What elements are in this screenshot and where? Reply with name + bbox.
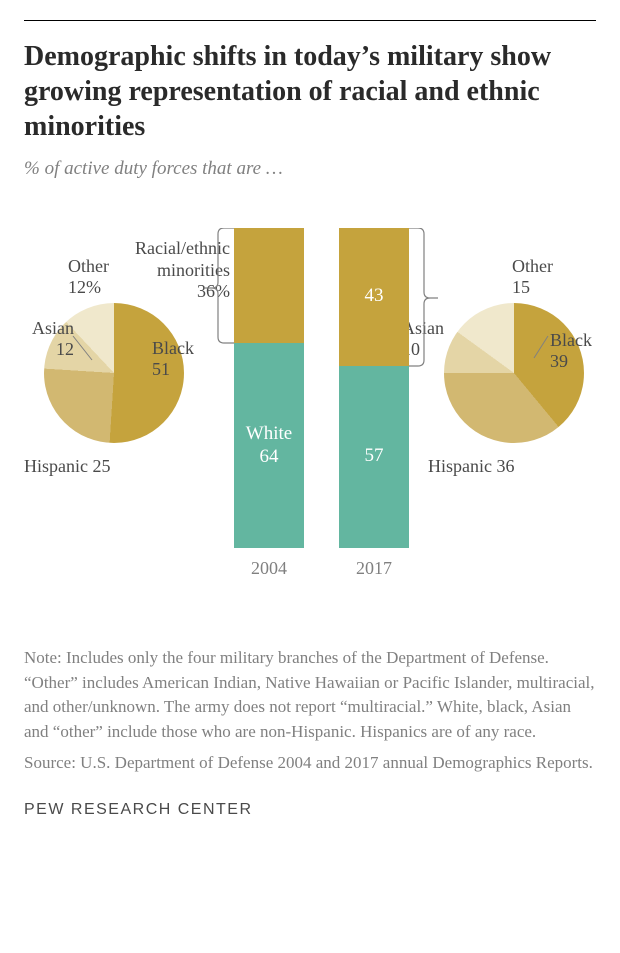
chart-subtitle: % of active duty forces that are …	[24, 158, 596, 180]
bar-year-2017: 2017	[339, 558, 409, 579]
top-rule	[24, 20, 596, 21]
bar-2017-white-label: 57	[365, 445, 384, 468]
pie-label-other-2017: Other15	[512, 256, 553, 297]
bar-2017-minority-seg: 43	[339, 228, 409, 366]
bar-2004: White64	[234, 228, 304, 548]
chart-title: Demographic shifts in today’s military s…	[24, 39, 596, 144]
bar-2017-minority-label: 43	[365, 285, 384, 308]
pie-label-black-2017: Black39	[550, 330, 592, 371]
bar-2017-white-seg: 57	[339, 366, 409, 548]
pie-label-hispanic-2017: Hispanic 36	[428, 456, 514, 477]
bar-2004-white-seg: White64	[234, 343, 304, 548]
pie-label-asian-2004: Asian12	[24, 318, 74, 359]
bar-2004-white-label: White64	[246, 423, 292, 469]
bar-2017: 43 57	[339, 228, 409, 548]
pie-2017	[444, 303, 584, 443]
pie-label-hispanic-2004: Hispanic 25	[24, 456, 110, 477]
bar-year-2004: 2004	[234, 558, 304, 579]
pie-label-black-2004: Black51	[152, 338, 194, 379]
note-text: Note: Includes only the four military br…	[24, 646, 596, 745]
pie-label-other-2004: Other12%	[68, 256, 109, 297]
chart-area: Black51 Hispanic 25 Asian12 Other12% Bla…	[24, 208, 596, 628]
bar-2004-minority-seg	[234, 228, 304, 343]
bar-anno-minorities: Racial/ethnicminorities36%	[114, 238, 230, 303]
source-text: Source: U.S. Department of Defense 2004 …	[24, 751, 596, 776]
brand-text: PEW RESEARCH CENTER	[24, 801, 596, 819]
stacked-bars: Racial/ethnicminorities36% White64 2004 …	[234, 228, 414, 588]
